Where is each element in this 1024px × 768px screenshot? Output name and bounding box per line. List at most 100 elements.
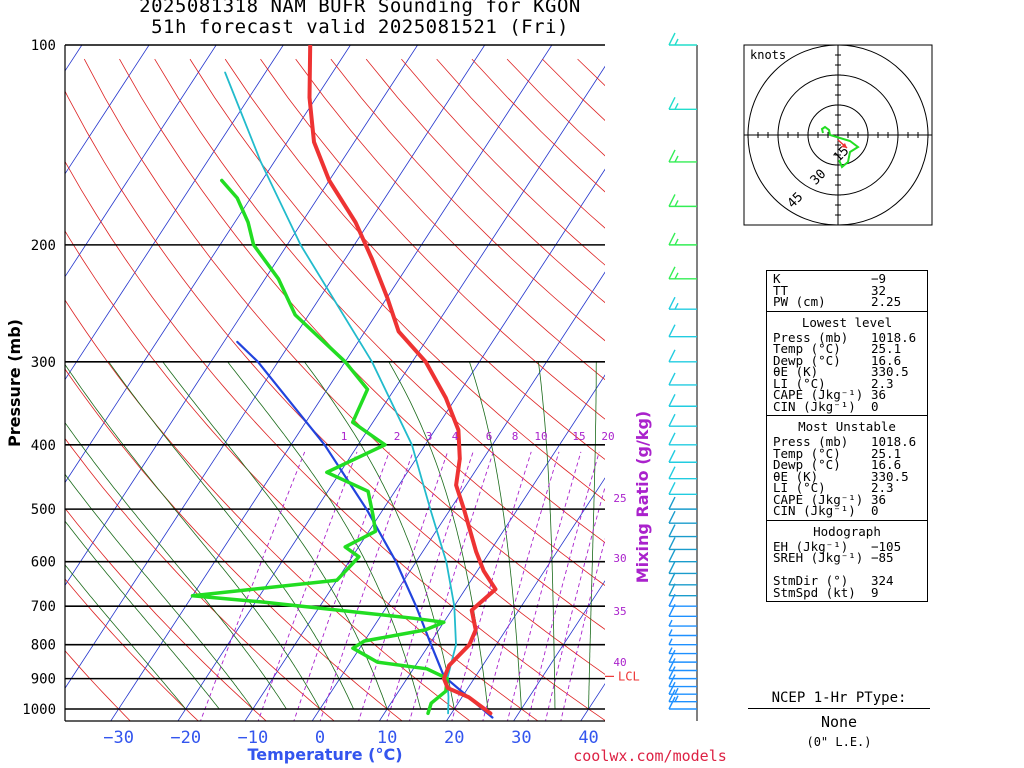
moist-adiabat-line bbox=[65, 363, 321, 710]
dry-adiabat-line bbox=[260, 58, 605, 420]
wind-barb bbox=[668, 572, 697, 586]
footer-credit: coolwx.com/models bbox=[573, 747, 727, 765]
dry-adiabat-line bbox=[471, 58, 605, 193]
mixing-ratio-line bbox=[527, 451, 600, 721]
index-row: CAPE (Jkg⁻¹) 36 bbox=[767, 493, 927, 506]
index-label: StmDir (°) bbox=[773, 573, 849, 588]
index-row: EH (Jkg⁻¹) −105 bbox=[767, 538, 927, 554]
mixing-ratio-label: 15 bbox=[572, 430, 585, 443]
dry-adiabat-line bbox=[189, 58, 605, 502]
wind-barb-flag bbox=[668, 561, 676, 574]
index-label: Press (mb) bbox=[773, 329, 849, 345]
indices-top-section: K −9 TT 32 PW (cm) 2.25 bbox=[767, 271, 927, 311]
pressure-tick-label: 400 bbox=[31, 438, 56, 454]
dry-adiabat-line bbox=[65, 368, 403, 721]
pressure-tick-label: 700 bbox=[31, 599, 56, 615]
wind-barb bbox=[668, 629, 697, 637]
wind-barb-flag bbox=[668, 296, 676, 310]
mixing-ratio-label: 4 bbox=[452, 430, 459, 443]
wind-barb bbox=[668, 482, 697, 496]
temperature-tick-label: −20 bbox=[170, 728, 201, 748]
wind-barb bbox=[668, 32, 697, 46]
index-value: 2.3 bbox=[871, 375, 894, 391]
wind-barb bbox=[668, 393, 697, 407]
wind-barb bbox=[668, 496, 697, 510]
lowest-level-section: Lowest level Press (mb) 1018.6 Temp (°C) 25… bbox=[767, 310, 927, 416]
moist-adiabat-line bbox=[469, 361, 522, 710]
mixing-ratio-label: 6 bbox=[486, 430, 493, 443]
index-label: Dewp (°C) bbox=[773, 457, 841, 472]
dry-adiabat-line bbox=[401, 58, 605, 266]
index-value: 32 bbox=[871, 282, 887, 298]
dry-adiabat-line bbox=[65, 578, 199, 721]
wind-barb-half-flag bbox=[674, 687, 679, 695]
wind-barb bbox=[668, 537, 697, 551]
hodograph-title: Hodograph bbox=[813, 523, 881, 539]
index-label: CIN (Jkg⁻¹) bbox=[773, 398, 856, 414]
index-value: 1018.6 bbox=[871, 329, 917, 345]
index-row: StmDir (°) 324 bbox=[767, 575, 927, 587]
hodograph-ring-label: 30 bbox=[808, 167, 830, 189]
wind-barb-flag bbox=[668, 149, 676, 163]
lcl-label: LCL bbox=[618, 669, 640, 683]
wind-barb-flag bbox=[668, 266, 676, 280]
wind-barb-flag bbox=[668, 537, 676, 550]
dry-adiabat-line bbox=[65, 437, 335, 721]
wind-barb bbox=[668, 432, 697, 446]
wind-barb-flag bbox=[668, 324, 676, 338]
temperature-line bbox=[307, 45, 498, 716]
index-label: LI (°C) bbox=[773, 480, 826, 495]
wind-barb-flag bbox=[668, 658, 676, 671]
index-row: LI (°C) 2.3 bbox=[767, 375, 927, 391]
temperature-tick-label: 10 bbox=[377, 728, 397, 748]
index-value: 1018.6 bbox=[871, 434, 917, 449]
wind-barb bbox=[668, 349, 697, 363]
isotherm-line bbox=[244, 168, 605, 721]
mixing-ratio-label: 40 bbox=[613, 656, 626, 669]
index-label: PW (cm) bbox=[773, 294, 826, 309]
title-line-2: 51h forecast valid 2025081521 (Fri) bbox=[151, 16, 569, 38]
wind-barb bbox=[668, 149, 697, 163]
wind-barb-half-flag bbox=[668, 629, 673, 636]
index-label: EH (Jkg⁻¹) bbox=[773, 538, 849, 554]
moist-adiabat-line bbox=[65, 520, 220, 710]
dry-adiabat-line bbox=[224, 58, 605, 460]
index-row: Press (mb) 1018.6 bbox=[767, 436, 927, 448]
index-row: Dewp (°C) 16.6 bbox=[767, 354, 927, 367]
wind-barb-flag bbox=[668, 449, 676, 463]
hodograph-ring-label: 45 bbox=[785, 190, 807, 212]
index-row: Temp (°C) 25.1 bbox=[767, 445, 927, 461]
isobars bbox=[64, 44, 605, 722]
pressure-tick-label: 1000 bbox=[22, 702, 56, 718]
isotherm-line bbox=[65, 45, 150, 175]
isotherm-line bbox=[65, 45, 351, 484]
dry-adiabat-line bbox=[65, 90, 605, 675]
dry-adiabat-line bbox=[83, 58, 605, 630]
wind-barb bbox=[668, 372, 697, 386]
wind-barb-flag bbox=[668, 696, 676, 710]
index-value: 324 bbox=[871, 573, 894, 588]
lowest-level-title: Lowest level bbox=[801, 314, 893, 330]
temperature-tick-label: −30 bbox=[103, 728, 134, 748]
index-label: K bbox=[773, 271, 781, 286]
wind-barb bbox=[668, 466, 697, 480]
index-label: LI (°C) bbox=[773, 375, 826, 391]
mixing-ratio-title: Mixing Ratio (g/kg) bbox=[633, 411, 652, 583]
index-label: Temp (°C) bbox=[773, 445, 841, 461]
x-axis-title: Temperature (°C) bbox=[247, 745, 402, 764]
parcel-line bbox=[236, 340, 494, 719]
wind-barb-flag bbox=[668, 97, 676, 110]
index-value: 330.5 bbox=[871, 468, 909, 484]
temperature-tick-label: 0 bbox=[315, 728, 325, 748]
wind-barb-flag bbox=[668, 583, 676, 596]
index-row: SREH (Jkg⁻¹) −85 bbox=[767, 552, 927, 564]
index-value: −105 bbox=[871, 538, 902, 554]
index-row: PW (cm) 2.25 bbox=[767, 296, 927, 308]
pressure-tick-label: 200 bbox=[31, 238, 56, 254]
wind-barb bbox=[668, 649, 697, 663]
isotherm-line bbox=[65, 45, 419, 587]
index-row: CIN (Jkg⁻¹) 0 bbox=[767, 505, 927, 517]
isotherm-line bbox=[445, 477, 605, 721]
mixing-ratio-line bbox=[257, 451, 358, 721]
